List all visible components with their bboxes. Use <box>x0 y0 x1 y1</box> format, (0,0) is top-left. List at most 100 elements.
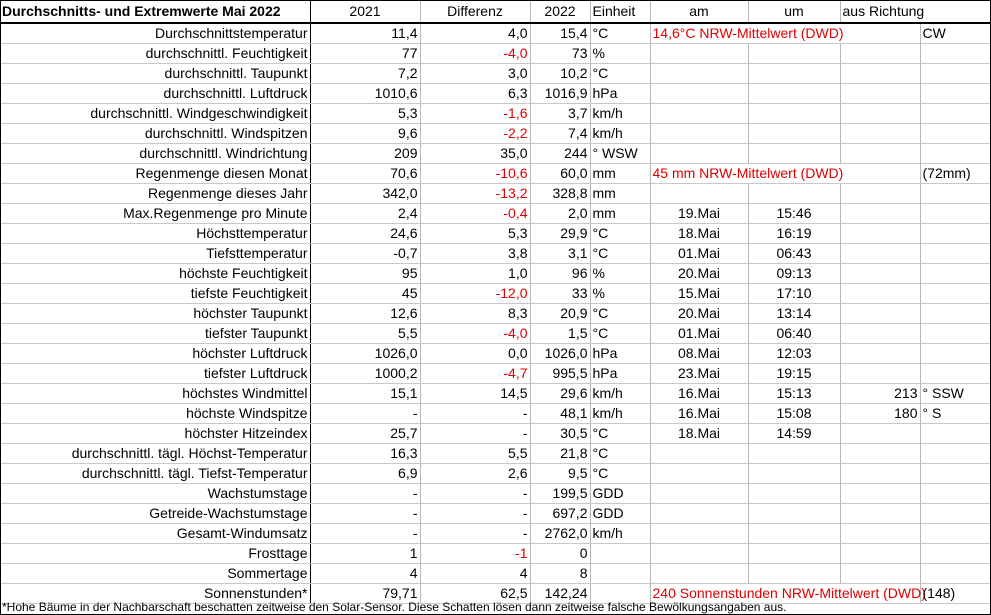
time-cell: 13:14 <box>748 303 841 324</box>
direction-value <box>840 483 921 504</box>
value-2021: 6,9 <box>310 463 421 484</box>
value-2022: 20,9 <box>530 303 591 324</box>
direction-value <box>840 563 921 584</box>
value-2022: 96 <box>530 263 591 284</box>
unit-cell: km/h <box>590 403 651 424</box>
value-differenz: - <box>420 423 531 444</box>
direction-value <box>840 263 921 284</box>
unit-cell: km/h <box>590 383 651 404</box>
value-2022: 73 <box>530 43 591 64</box>
time-cell <box>748 563 841 584</box>
table-row: höchste Feuchtigkeit 95 1,0 96% 20.Mai 09:13 <box>0 263 991 284</box>
time-cell <box>748 503 841 524</box>
header-um: um <box>748 0 841 24</box>
direction-text <box>920 503 991 524</box>
unit-cell: mm <box>590 183 651 204</box>
row-label: Regenmenge dieses Jahr <box>0 183 311 204</box>
date-cell: 01.Mai <box>650 323 749 344</box>
table-row: durchschnittl. tägl. Tiefst-Temperatur 6,… <box>0 463 991 484</box>
value-2021: 15,1 <box>310 383 421 404</box>
time-cell <box>748 523 841 544</box>
value-differenz: 62,5 <box>420 583 531 604</box>
table-row: durchschnittl. Luftdruck 1010,6 6,3 1016,9 … <box>0 83 991 104</box>
direction-text: (148) <box>920 583 991 604</box>
value-differenz: -2,2 <box>420 123 531 144</box>
date-cell <box>650 83 749 104</box>
row-label: höchster Hitzeindex <box>0 423 311 444</box>
time-cell <box>748 143 841 164</box>
header-einheit: Einheit <box>590 0 651 24</box>
value-differenz: -4,0 <box>420 323 531 344</box>
time-cell: 06:40 <box>748 323 841 344</box>
table-title: Durchschnitts- und Extremwerte Mai 2022 <box>0 0 311 24</box>
direction-text <box>920 323 991 344</box>
table-row: durchschnittl. Windgeschwindigkeit 5,3 -1,… <box>0 103 991 124</box>
value-differenz: 5,3 <box>420 223 531 244</box>
row-label: Regenmenge diesen Monat <box>0 163 311 184</box>
unit-cell: mm <box>590 203 651 224</box>
value-2021: 1000,2 <box>310 363 421 384</box>
table-row: Getreide-Wachstumstage - -697,2 GDD <box>0 503 991 524</box>
date-cell: 01.Mai <box>650 243 749 264</box>
table-row: höchster Hitzeindex 25,7-30,5 °C 18.Mai 14:5… <box>0 423 991 444</box>
value-2022: 10,2 <box>530 63 591 84</box>
time-cell: 15:13 <box>748 383 841 404</box>
value-differenz: 3,0 <box>420 63 531 84</box>
value-2022: 3,1 <box>530 243 591 264</box>
unit-cell: °C <box>590 303 651 324</box>
date-cell <box>650 183 749 204</box>
unit-cell: mm <box>590 163 651 184</box>
value-2021: 5,5 <box>310 323 421 344</box>
time-cell: 06:43 <box>748 243 841 264</box>
table-row: durchschnittl. Windrichtung 209 35,0 244 ° W… <box>0 143 991 164</box>
unit-cell <box>590 543 651 564</box>
time-cell: 15:46 <box>748 203 841 224</box>
direction-text <box>920 343 991 364</box>
date-cell: 16.Mai <box>650 403 749 424</box>
value-2022: 1,5 <box>530 323 591 344</box>
value-2022: 8 <box>530 563 591 584</box>
unit-cell: % <box>590 263 651 284</box>
unit-cell: °C <box>590 443 651 464</box>
value-2021: 24,6 <box>310 223 421 244</box>
value-differenz: 4,0 <box>420 23 531 44</box>
row-label: höchster Luftdruck <box>0 343 311 364</box>
date-cell <box>650 123 749 144</box>
value-differenz: 2,6 <box>420 463 531 484</box>
date-cell <box>650 63 749 84</box>
value-2021: 209 <box>310 143 421 164</box>
value-2021: 9,6 <box>310 123 421 144</box>
table-row: Max.Regenmenge pro Minute 2,4 -0,4 2,0 mm 19.… <box>0 203 991 224</box>
row-label: Frosttage <box>0 543 311 564</box>
value-2022: 7,4 <box>530 123 591 144</box>
table-row: durchschnittl. Windspitzen 9,6 -2,2 7,4 km/h <box>0 123 991 144</box>
row-label: Gesamt-Windumsatz <box>0 523 311 544</box>
row-label: durchschnittl. tägl. Höchst-Temperatur <box>0 443 311 464</box>
value-2022: 60,0 <box>530 163 591 184</box>
row-label: Tiefsttemperatur <box>0 243 311 264</box>
direction-value <box>840 223 921 244</box>
direction-text <box>920 443 991 464</box>
value-2022: 244 <box>530 143 591 164</box>
value-2022: 48,1 <box>530 403 591 424</box>
value-2021: - <box>310 523 421 544</box>
unit-cell: °C <box>590 243 651 264</box>
value-2022: 995,5 <box>530 363 591 384</box>
direction-value <box>840 463 921 484</box>
row-label: höchste Windspitze <box>0 403 311 424</box>
date-cell <box>650 463 749 484</box>
date-cell: 15.Mai <box>650 283 749 304</box>
table-row: Wachstumstage - -199,5 GDD <box>0 483 991 504</box>
table-row: durchschnittl. Taupunkt 7,2 3,0 10,2 °C <box>0 63 991 84</box>
row-label: durchschnittl. Taupunkt <box>0 63 311 84</box>
row-label: tiefster Taupunkt <box>0 323 311 344</box>
table-row: höchstes Windmittel 15,1 14,5 29,6 km/h 16.M… <box>0 383 991 404</box>
unit-cell: km/h <box>590 523 651 544</box>
time-cell <box>748 63 841 84</box>
time-cell <box>748 463 841 484</box>
table-row: höchster Luftdruck 1026,0 0,0 1026,0 hPa 08.M… <box>0 343 991 364</box>
header-aus-richtung: aus Richtung <box>840 0 991 24</box>
unit-cell: km/h <box>590 103 651 124</box>
direction-text <box>920 183 991 204</box>
value-2022: 1026,0 <box>530 343 591 364</box>
